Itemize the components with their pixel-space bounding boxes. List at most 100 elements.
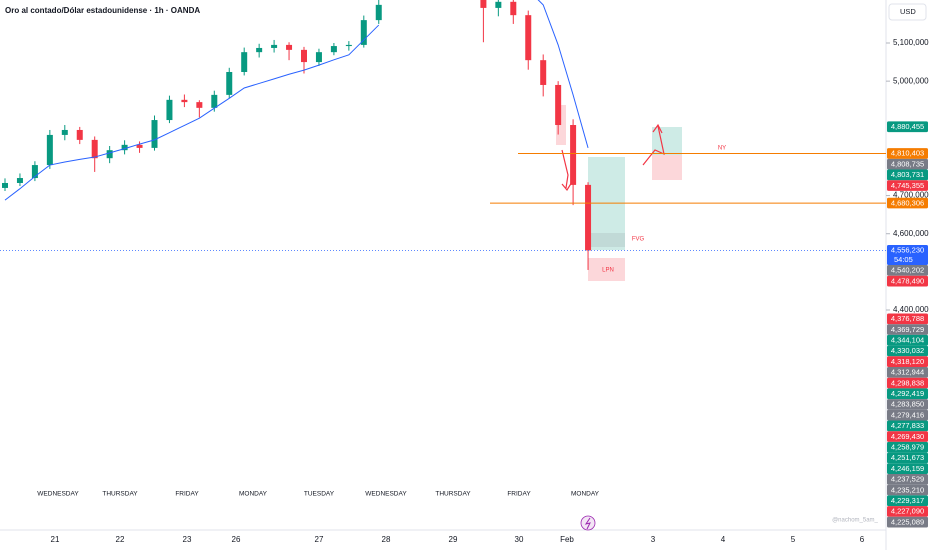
price-tag-label: 4,478,490 — [891, 276, 924, 285]
price-tag-label: 4,344,104 — [891, 335, 924, 344]
arrow-head — [652, 123, 663, 134]
x-tick-label: 4 — [721, 535, 726, 544]
currency-button[interactable] — [888, 3, 927, 21]
candle-body — [136, 144, 143, 148]
price-tag-label: 4,229,317 — [891, 496, 924, 505]
candle-body — [106, 150, 113, 159]
price-tag-label: 4,680,306 — [891, 198, 924, 207]
candle-body — [226, 71, 233, 95]
price-tag — [887, 420, 928, 432]
candle-body — [76, 129, 83, 140]
price-tag — [887, 399, 928, 410]
price-tag — [887, 409, 928, 421]
price-tag-label: 4,237,529 — [891, 475, 924, 484]
price-tag-label: 4,810,403 — [891, 149, 924, 158]
stop-zone — [652, 155, 682, 180]
price-tag — [887, 169, 928, 181]
candle-body — [510, 1, 517, 16]
candle-body — [301, 49, 307, 63]
candle-body — [375, 4, 382, 21]
price-tag-label: 4,803,731 — [891, 170, 924, 179]
fvg-zone — [588, 233, 625, 247]
price-tag-label: 4,277,833 — [891, 421, 924, 430]
ny-label: NY — [718, 146, 726, 152]
candle-body — [540, 60, 547, 85]
y-tick-label: 5,000,000 — [893, 76, 929, 85]
x-tick-label: 21 — [51, 535, 60, 544]
countdown: 54:05 — [894, 255, 913, 264]
price-tag — [887, 275, 928, 287]
price-tag — [887, 495, 928, 507]
candle-body — [345, 44, 352, 47]
price-tag — [887, 516, 928, 528]
candle-body — [211, 94, 218, 108]
candle-body — [151, 120, 158, 148]
candle-body — [570, 125, 577, 185]
chart-title: Oro al contado/Dólar estadounidense · 1h… — [5, 6, 200, 15]
price-tag-label: 4,880,455 — [891, 122, 924, 131]
price-tag — [887, 313, 928, 325]
day-label: THURSDAY — [435, 491, 471, 498]
price-tag-label: 4,225,089 — [891, 517, 924, 526]
day-label: TUESDAY — [304, 491, 335, 498]
x-tick-label: 28 — [382, 535, 391, 544]
plot-area: NY FVG LPN — [0, 0, 886, 281]
x-tick-label: Feb — [560, 535, 574, 544]
events-bolt[interactable] — [584, 517, 591, 530]
x-tick-label: 6 — [860, 535, 865, 544]
price-tag — [887, 324, 928, 335]
x-tick-label: 27 — [315, 535, 324, 544]
y-tick-label: 4,600,000 — [893, 229, 929, 238]
price-tag-label: 4,283,850 — [891, 400, 924, 409]
x-tick-label: 29 — [449, 535, 458, 544]
y-tick-label: 5,100,000 — [893, 38, 929, 47]
price-tag — [887, 431, 928, 442]
x-tick-label: 26 — [232, 535, 241, 544]
price-tag — [887, 441, 928, 453]
price-tag — [887, 367, 928, 378]
candle-body — [166, 99, 173, 121]
y-tick-label: 4,400,000 — [893, 305, 929, 314]
price-tag-label: 4,258,979 — [891, 442, 924, 451]
candle-body — [121, 144, 128, 151]
day-label: MONDAY — [239, 491, 268, 498]
day-label: THURSDAY — [102, 491, 138, 498]
price-tag — [887, 158, 928, 170]
price-tag — [887, 484, 928, 496]
candle-body — [330, 46, 337, 53]
candle-body — [360, 20, 367, 45]
price-tag-label: 4,227,090 — [891, 507, 924, 516]
candle-body — [16, 178, 23, 183]
day-label: FRIDAY — [507, 491, 531, 498]
candle-body — [286, 44, 293, 50]
price-tag-label: 4,235,210 — [891, 485, 924, 494]
candle-body — [91, 139, 98, 159]
candle-body — [495, 1, 502, 8]
price-tag-label: 4,279,416 — [891, 410, 924, 419]
price-tag-label: 4,246,159 — [891, 464, 924, 473]
price-tag — [887, 506, 928, 517]
moving-average — [4, 24, 380, 201]
price-tag-label: 4,330,032 — [891, 346, 924, 355]
price-tag — [887, 388, 928, 400]
currency-label[interactable]: USD — [900, 7, 916, 16]
price-tag-label: 4,540,202 — [891, 266, 924, 275]
price-tag — [887, 377, 928, 389]
candle-body — [61, 129, 68, 135]
price-tag-label: 4,298,838 — [891, 378, 924, 387]
arrow-up — [642, 125, 665, 166]
price-tag-label: 4,745,355 — [891, 181, 924, 190]
price-tag — [887, 148, 928, 159]
price-tag — [887, 197, 928, 209]
day-label: FRIDAY — [175, 491, 199, 498]
candle-body — [46, 134, 53, 166]
candle-body — [555, 84, 562, 126]
fvg-label: FVG — [632, 237, 645, 243]
x-tick-label: 30 — [515, 535, 524, 544]
price-tag-label: 4,312,944 — [891, 368, 924, 377]
x-tick-label: 3 — [651, 535, 656, 544]
candle-body — [480, 0, 487, 8]
moving-average — [537, 0, 589, 149]
